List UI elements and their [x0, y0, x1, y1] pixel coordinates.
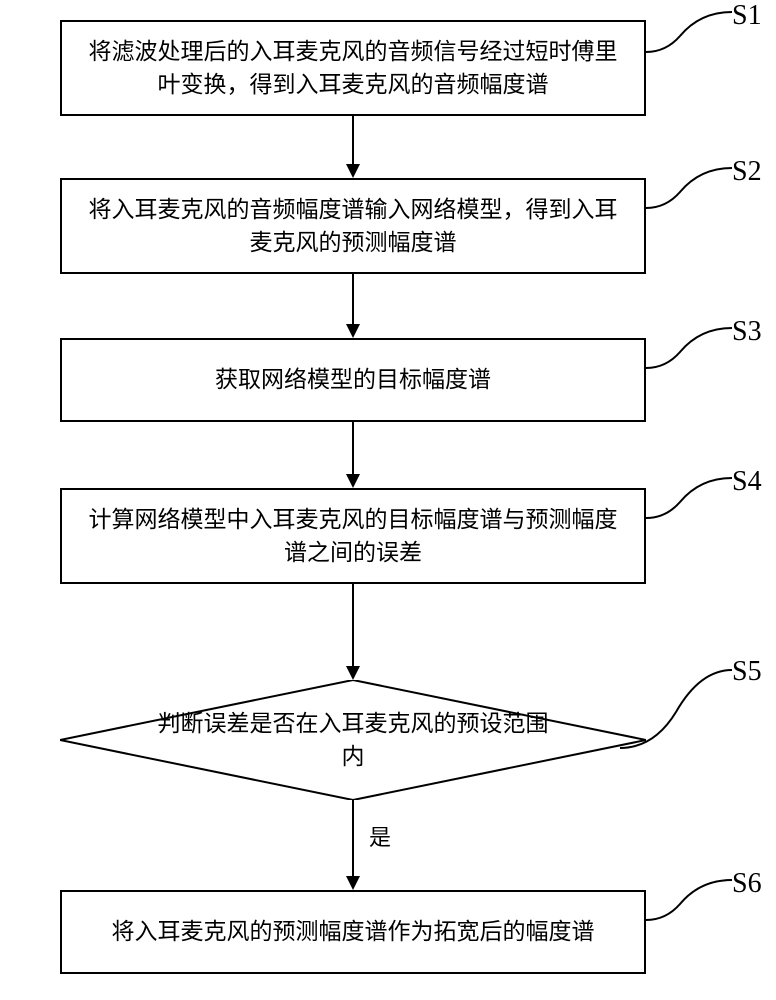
arrow-s1-s2	[346, 164, 360, 178]
step-s1: 将滤波处理后的入耳麦克风的音频信号经过短时傅里叶变换，得到入耳麦克风的音频幅度谱	[60, 20, 646, 116]
step-s4: 计算网络模型中入耳麦克风的目标幅度谱与预测幅度谱之间的误差	[60, 488, 646, 584]
arrow-s5-s6	[346, 876, 360, 890]
edge-s1-s2	[352, 116, 354, 166]
callout-s1	[646, 6, 732, 58]
arrow-s3-s4	[346, 474, 360, 488]
callout-s3	[646, 322, 732, 374]
flowchart-canvas: 将滤波处理后的入耳麦克风的音频信号经过短时傅里叶变换，得到入耳麦克风的音频幅度谱…	[0, 0, 776, 1000]
step-s3: 获取网络模型的目标幅度谱	[60, 338, 646, 422]
callout-s5	[620, 662, 732, 754]
label-s1: S1	[732, 0, 762, 32]
edge-s5-s6	[352, 800, 354, 878]
arrow-s4-s5	[346, 666, 360, 680]
label-s6: S6	[732, 868, 762, 900]
step-s2: 将入耳麦克风的音频幅度谱输入网络模型，得到入耳麦克风的预测幅度谱	[60, 178, 646, 274]
edge-s4-s5	[352, 584, 354, 668]
label-s2: S2	[732, 156, 762, 188]
label-s4: S4	[732, 466, 762, 498]
step-s6: 将入耳麦克风的预测幅度谱作为拓宽后的幅度谱	[60, 890, 646, 974]
decision-s5-text: 判断误差是否在入耳麦克风的预设范围内	[150, 707, 556, 774]
arrow-s2-s3	[346, 324, 360, 338]
callout-s2	[646, 162, 732, 214]
edge-s3-s4	[352, 422, 354, 476]
step-s6-text: 将入耳麦克风的预测幅度谱作为拓宽后的幅度谱	[112, 915, 595, 948]
label-s3: S3	[732, 316, 762, 348]
step-s4-text: 计算网络模型中入耳麦克风的目标幅度谱与预测幅度谱之间的误差	[78, 503, 628, 570]
edge-s2-s3	[352, 274, 354, 326]
callout-s4	[646, 472, 732, 524]
decision-s5: 判断误差是否在入耳麦克风的预设范围内	[60, 680, 646, 800]
step-s3-text: 获取网络模型的目标幅度谱	[215, 363, 491, 396]
edge-s5-s6-label: 是	[369, 820, 391, 852]
callout-s6	[646, 874, 732, 926]
step-s2-text: 将入耳麦克风的音频幅度谱输入网络模型，得到入耳麦克风的预测幅度谱	[78, 193, 628, 260]
label-s5: S5	[732, 656, 762, 688]
step-s1-text: 将滤波处理后的入耳麦克风的音频信号经过短时傅里叶变换，得到入耳麦克风的音频幅度谱	[78, 35, 628, 102]
